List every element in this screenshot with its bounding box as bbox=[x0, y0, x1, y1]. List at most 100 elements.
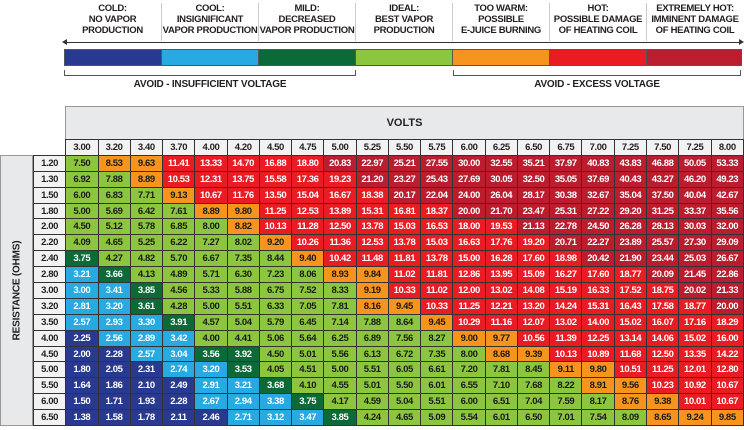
wattage-cell: 13.33 bbox=[194, 154, 228, 172]
wattage-cell: 30.03 bbox=[678, 218, 712, 236]
wattage-cell: 11.25 bbox=[645, 361, 680, 379]
wattage-cell: 6.92 bbox=[65, 170, 99, 188]
wattage-cell: 5.79 bbox=[258, 313, 293, 331]
wattage-cell: 18.00 bbox=[452, 218, 486, 236]
table-row: 3.20 2.81 3.20 3.61 4.28 5.00 5.51 6.33 7.05 7.81… bbox=[32, 297, 744, 315]
legend-description: PRODUCTION bbox=[373, 25, 435, 36]
wattage-cell: 6.51 bbox=[484, 393, 518, 411]
wattage-cell: 11.81 bbox=[420, 266, 454, 284]
wattage-cell: 10.13 bbox=[549, 345, 583, 363]
table-row: 6.50 1.38 1.58 1.78 2.11 2.46 2.71 3.12 3.47 3.85… bbox=[32, 409, 744, 427]
wattage-cell: 3.68 bbox=[258, 377, 293, 395]
wattage-cell: 12.86 bbox=[452, 266, 486, 284]
wattage-cell: 5.88 bbox=[226, 282, 260, 299]
wattage-cell: 23.44 bbox=[645, 250, 680, 268]
row-header-ohms: 4.00 bbox=[32, 329, 67, 347]
wattage-cell: 16.81 bbox=[387, 202, 422, 220]
wattage-cell: 18.29 bbox=[710, 313, 744, 331]
wattage-cell: 7.01 bbox=[549, 409, 583, 427]
wattage-cell: 15.58 bbox=[258, 170, 293, 188]
wattage-cell: 7.88 bbox=[355, 313, 389, 331]
legend-label-too-warm: TOO WARM: POSSIBLE E-JUICE BURNING bbox=[452, 3, 549, 41]
wattage-cell: 5.04 bbox=[226, 313, 260, 331]
wattage-cell: 20.09 bbox=[645, 266, 680, 284]
wattage-cell: 8.00 bbox=[452, 345, 486, 363]
wattage-cell: 29.09 bbox=[710, 234, 744, 252]
wattage-cell: 5.51 bbox=[420, 393, 454, 411]
table-row: 6.00 1.50 1.71 1.93 2.28 2.67 2.94 3.38 3.75 4.17… bbox=[32, 393, 744, 411]
legend-description: DECREASED bbox=[278, 14, 336, 25]
wattage-cell: 29.20 bbox=[613, 202, 647, 220]
wattage-cell: 2.28 bbox=[97, 345, 131, 363]
legend-title: HOT: bbox=[587, 3, 609, 14]
wattage-cell: 6.22 bbox=[161, 234, 196, 252]
wattage-cell: 11.02 bbox=[387, 266, 422, 284]
wattage-cell: 3.91 bbox=[161, 313, 196, 331]
wattage-cell: 5.71 bbox=[194, 266, 228, 284]
wattage-cell: 14.08 bbox=[516, 282, 551, 299]
wattage-cell: 6.00 bbox=[452, 393, 486, 411]
wattage-cell: 8.91 bbox=[581, 377, 615, 395]
wattage-cell: 32.00 bbox=[710, 218, 744, 236]
wattage-cell: 18.38 bbox=[355, 186, 389, 204]
wattage-cell: 3.75 bbox=[65, 250, 99, 268]
wattage-cell: 20.02 bbox=[678, 282, 712, 299]
wattage-cell: 8.65 bbox=[645, 409, 680, 427]
wattage-cell: 37.97 bbox=[549, 154, 583, 172]
wattage-cell: 35.04 bbox=[613, 186, 647, 204]
wattage-cell: 10.26 bbox=[291, 234, 325, 252]
wattage-cell: 23.89 bbox=[613, 234, 647, 252]
wattage-cell: 1.71 bbox=[97, 393, 131, 411]
wattage-cell: 6.01 bbox=[484, 409, 518, 427]
legend-description: NO VAPOR bbox=[88, 14, 137, 25]
wattage-cell: 20.42 bbox=[581, 250, 615, 268]
wattage-cell: 8.09 bbox=[613, 409, 647, 427]
table-row: 5.50 1.64 1.86 2.10 2.49 2.91 3.21 3.68 4.10 4.55… bbox=[32, 377, 744, 395]
wattage-cell: 3.53 bbox=[226, 361, 260, 379]
wattage-cell: 3.42 bbox=[161, 329, 196, 347]
wattage-cell: 6.67 bbox=[194, 250, 228, 268]
wattage-cell: 1.86 bbox=[97, 377, 131, 395]
wattage-cell: 46.20 bbox=[678, 170, 712, 188]
wattage-cell: 27.22 bbox=[581, 202, 615, 220]
row-header-ohms: 3.50 bbox=[32, 313, 67, 331]
wattage-cell: 17.36 bbox=[291, 170, 325, 188]
wattage-cell: 20.00 bbox=[710, 297, 744, 315]
row-header-ohms: 3.20 bbox=[32, 297, 67, 315]
wattage-cell: 26.67 bbox=[710, 250, 744, 268]
wattage-cell: 4.00 bbox=[194, 329, 228, 347]
wattage-cell: 7.71 bbox=[129, 186, 164, 204]
wattage-cell: 2.94 bbox=[226, 393, 260, 411]
wattage-cell: 4.50 bbox=[65, 218, 99, 236]
wattage-cell: 5.06 bbox=[258, 329, 293, 347]
wattage-cell: 15.03 bbox=[420, 234, 454, 252]
wattage-cell: 7.59 bbox=[549, 393, 583, 411]
wattage-cell: 10.53 bbox=[161, 170, 196, 188]
wattage-cell: 21.70 bbox=[484, 202, 518, 220]
wattage-cell: 2.10 bbox=[129, 377, 164, 395]
wattage-cell: 1.93 bbox=[129, 393, 164, 411]
corner-cell bbox=[33, 139, 66, 156]
wattage-cell: 2.05 bbox=[97, 361, 131, 379]
wattage-cell: 2.67 bbox=[194, 393, 228, 411]
wattage-cell: 8.68 bbox=[484, 345, 518, 363]
wattage-cell: 16.33 bbox=[581, 282, 615, 299]
wattage-cell: 26.04 bbox=[484, 186, 518, 204]
scale-arrow bbox=[62, 39, 744, 45]
wattage-cell: 28.13 bbox=[645, 218, 680, 236]
wattage-cell: 31.25 bbox=[645, 202, 680, 220]
table-row: 2.40 3.75 4.27 4.82 5.70 6.67 7.35 8.44 9.40 10.4… bbox=[32, 250, 744, 268]
legend-description: VAPOR PRODUCTION bbox=[162, 25, 258, 36]
wattage-cell: 18.37 bbox=[420, 202, 454, 220]
wattage-cell: 9.24 bbox=[678, 409, 712, 427]
wattage-cell: 8.16 bbox=[355, 297, 389, 315]
wattage-cell: 1.80 bbox=[65, 361, 99, 379]
wattage-cell: 8.89 bbox=[194, 202, 228, 220]
wattage-cell: 10.51 bbox=[613, 361, 647, 379]
wattage-cell: 5.64 bbox=[291, 329, 325, 347]
wattage-cell: 37.50 bbox=[645, 186, 680, 204]
wattage-cell: 17.60 bbox=[581, 266, 615, 284]
wattage-cell: 7.56 bbox=[387, 329, 422, 347]
wattage-cell: 3.41 bbox=[97, 282, 131, 299]
column-header-volts: 7.50 bbox=[645, 139, 680, 156]
